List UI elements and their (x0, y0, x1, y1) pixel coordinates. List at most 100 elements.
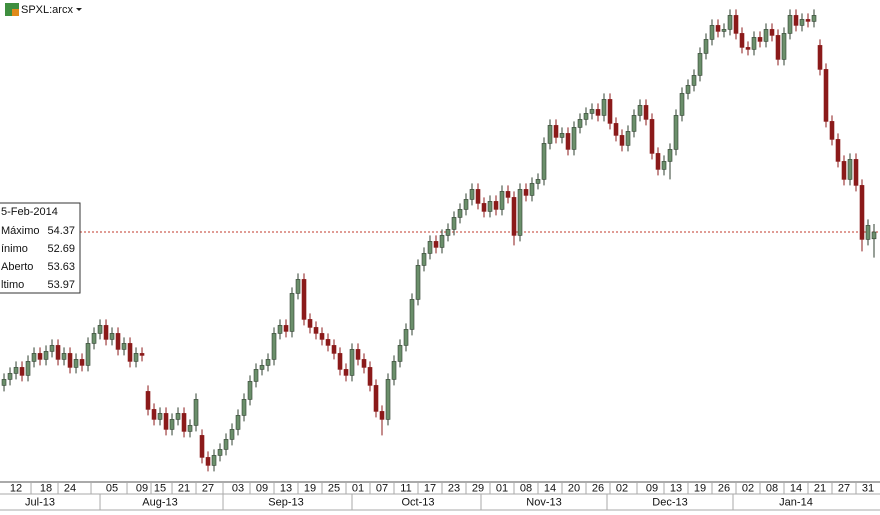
candle-body (103, 325, 109, 340)
candle-body (733, 15, 739, 34)
candle-body (607, 99, 613, 124)
candle-body (619, 135, 625, 146)
candle-body (763, 29, 769, 42)
x-tick-label: 24 (64, 482, 76, 494)
candle-body (367, 367, 373, 386)
x-tick-label: 01 (352, 482, 364, 494)
candle-body (493, 201, 499, 210)
tooltip-value: 52.69 (47, 243, 75, 255)
x-tick-label: 13 (280, 482, 292, 494)
candle-body (313, 327, 319, 334)
month-label: Sep-13 (268, 496, 303, 508)
tooltip-label: Máximo (1, 225, 40, 237)
candle-body (169, 419, 175, 430)
candle-body (283, 325, 289, 332)
candle-body (139, 353, 145, 356)
tooltip-box (0, 202, 81, 294)
x-tick-label: 26 (718, 482, 730, 494)
candle-body (475, 189, 481, 204)
candle-body (631, 115, 637, 132)
x-tick-label: 08 (766, 482, 778, 494)
month-label: Dec-13 (652, 496, 687, 508)
month-label: Jan-14 (779, 496, 813, 508)
tooltip-value: 53.63 (47, 261, 75, 273)
candle-body (91, 333, 97, 344)
candle-body (403, 329, 409, 346)
candle-body (583, 113, 589, 120)
symbol-name: SPXL:arcx (21, 4, 73, 16)
candle-body (427, 241, 433, 254)
x-tick-label: 27 (202, 482, 214, 494)
candle-body (265, 359, 271, 366)
x-tick-label: 11 (400, 482, 411, 494)
candle-body (55, 345, 61, 360)
candle-body (499, 191, 505, 210)
candle-body (667, 149, 673, 162)
candle-body (679, 93, 685, 116)
month-label: Nov-13 (526, 496, 561, 508)
candle-body (655, 153, 661, 170)
x-tick-label: 07 (376, 482, 388, 494)
candle-body (199, 435, 205, 458)
candle-body (61, 353, 67, 360)
x-tick-label: 17 (424, 482, 436, 494)
candle-body (205, 457, 211, 466)
candle-body (301, 279, 307, 320)
candle-body (691, 75, 697, 86)
candle-body (79, 359, 85, 366)
candle-body (193, 399, 199, 426)
x-tick-label: 02 (742, 482, 754, 494)
candle-body (325, 339, 331, 346)
candle-body (13, 367, 19, 374)
candle-body (373, 385, 379, 412)
candle-body (703, 39, 709, 54)
candle-body (613, 123, 619, 136)
candle-body (823, 69, 829, 122)
symbol-selector[interactable]: SPXL:arcx (5, 3, 82, 16)
candle-body (145, 391, 151, 410)
candle-body (337, 353, 343, 370)
candle-body (121, 343, 127, 350)
candle-body (595, 109, 601, 116)
candle-body (73, 359, 79, 368)
candle-body (709, 25, 715, 40)
candle-body (853, 159, 859, 186)
candle-body (481, 203, 487, 212)
month-label: Oct-13 (402, 496, 435, 508)
candle-body (109, 333, 115, 340)
candle-body (715, 25, 721, 32)
candle-body (745, 47, 751, 50)
candle-body (577, 119, 583, 128)
candle-body (805, 19, 811, 22)
dropdown-arrow (76, 8, 82, 11)
candle-body (457, 209, 463, 218)
x-tick-label: 15 (154, 482, 166, 494)
candle-body (349, 349, 355, 376)
x-tick-label: 09 (256, 482, 268, 494)
candle-body (31, 353, 37, 362)
candle-body (19, 367, 25, 376)
candle-body (547, 125, 553, 144)
x-tick-label: 19 (694, 482, 706, 494)
candle-body (637, 105, 643, 116)
candle-body (67, 353, 73, 368)
candle-body (247, 381, 253, 400)
x-tick-label: 12 (10, 482, 22, 494)
candle-body (565, 133, 571, 150)
x-tick-label: 02 (616, 482, 628, 494)
candle-body (421, 253, 427, 266)
candle-body (25, 361, 31, 376)
candle-body (829, 121, 835, 140)
candle-body (847, 159, 853, 180)
candle-body (289, 293, 295, 332)
candle-body (793, 15, 799, 26)
candle-body (517, 189, 523, 236)
candle-body (571, 127, 577, 150)
candle-body (487, 201, 493, 212)
candle-body (1, 379, 7, 386)
x-tick-label: 14 (544, 482, 556, 494)
candle-body (307, 319, 313, 328)
candle-body (43, 351, 49, 360)
x-tick-label: 26 (592, 482, 604, 494)
candle-body (697, 53, 703, 76)
